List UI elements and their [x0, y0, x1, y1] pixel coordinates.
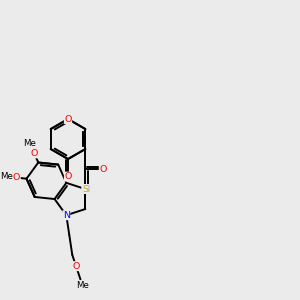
Text: S: S: [82, 184, 88, 194]
Text: O: O: [64, 115, 72, 124]
Text: O: O: [64, 172, 72, 181]
Text: Me: Me: [0, 172, 13, 181]
Text: N: N: [63, 211, 70, 220]
Text: Me: Me: [24, 140, 36, 148]
Text: O: O: [72, 262, 80, 271]
Text: Me: Me: [76, 281, 89, 290]
Text: O: O: [31, 149, 38, 158]
Text: O: O: [13, 173, 20, 182]
Text: N: N: [82, 184, 89, 194]
Text: O: O: [99, 164, 106, 173]
